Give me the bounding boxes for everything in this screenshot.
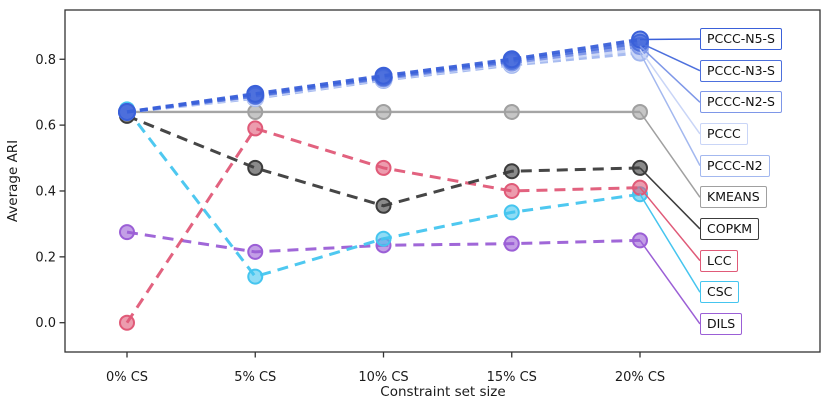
data-point-pccc-n5-s (118, 102, 136, 121)
data-point-csc (375, 230, 392, 247)
data-point-copkm (503, 163, 520, 180)
series-line-pccc-n3-s (126, 41, 641, 114)
legend-leader-line (639, 45, 701, 103)
x-tick-label: 10% CS (358, 370, 408, 385)
x-tick-label: 15% CS (487, 370, 537, 385)
data-point-pccc-n5-s (246, 84, 265, 103)
data-point-dils (119, 224, 135, 241)
data-point-lcc (503, 182, 520, 199)
x-tick-label: 20% CS (615, 370, 665, 385)
legend-leader-line (639, 193, 701, 293)
series-line-lcc (125, 126, 641, 324)
legend-leader-line (639, 48, 701, 135)
data-point-kmeans (503, 103, 520, 120)
data-point-pccc-n5-s (502, 50, 521, 69)
y-axis-title: Average ARI (5, 139, 21, 223)
x-axis-title: Constraint set size (380, 384, 506, 400)
data-point-kmeans (375, 103, 392, 120)
legend-leader-line (639, 239, 701, 325)
data-point-dils (503, 235, 520, 252)
data-point-csc (247, 268, 264, 285)
data-point-dils (247, 243, 264, 260)
series-line-pccc-n2-s (126, 44, 641, 114)
legend-leader-line (639, 167, 701, 230)
y-tick-label: 0.0 (35, 316, 56, 331)
y-tick-label: 0.4 (35, 184, 56, 199)
x-tick-label: 5% CS (234, 370, 276, 385)
data-point-copkm (375, 197, 392, 214)
legend-leader-line (639, 38, 701, 41)
data-point-pccc-n5-s (374, 66, 393, 85)
data-point-csc (503, 204, 520, 221)
data-point-lcc (375, 159, 392, 176)
x-tick-label: 0% CS (106, 370, 148, 385)
legend-leader-line (639, 42, 701, 72)
data-point-lcc (247, 120, 264, 137)
y-tick-label: 0.2 (35, 250, 56, 265)
data-point-lcc (119, 314, 135, 331)
plot-border (64, 9, 821, 353)
legend-leader-line (639, 187, 701, 262)
legend-leader-line (639, 111, 701, 198)
series-line-pccc (126, 47, 641, 114)
legend-leader-line (639, 52, 701, 166)
y-tick-label: 0.6 (35, 119, 56, 134)
series-line-pccc-n5-s (126, 37, 641, 114)
data-point-copkm (247, 159, 264, 176)
y-tick-label: 0.8 (35, 53, 56, 68)
